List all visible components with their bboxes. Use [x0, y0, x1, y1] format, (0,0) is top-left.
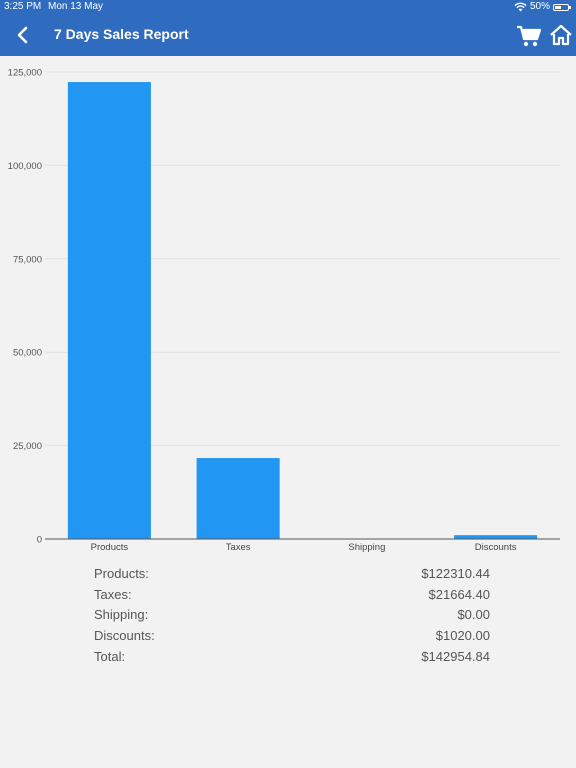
summary-row-total: Total: $142954.84 [94, 648, 490, 669]
summary-value: $1020.00 [435, 628, 490, 644]
bar [196, 458, 280, 539]
y-tick-label: 75,000 [13, 254, 42, 265]
bar [67, 82, 151, 540]
summary-value: $21664.40 [428, 586, 490, 602]
summary-value: $122310.44 [421, 566, 490, 581]
summary-label: Taxes: [94, 586, 132, 602]
cart-icon[interactable] [516, 24, 542, 48]
chart-svg: 0 25,000 50,000 75,000 100,000 125,000 Product… [8, 68, 560, 553]
battery-icon [553, 4, 571, 11]
sales-summary: Products: $122310.44 Taxes: $21664.40 Sh… [94, 565, 490, 668]
summary-row-shipping: Shipping: $0.00 [94, 606, 490, 627]
summary-row-taxes: Taxes: $21664.40 [94, 586, 490, 607]
y-tick-label: 100,000 [8, 161, 42, 172]
y-tick-label: 0 [37, 535, 42, 546]
summary-label: Shipping: [94, 607, 149, 623]
battery-percent: 50% [530, 1, 551, 12]
status-date: Mon 13 May [48, 1, 104, 12]
sales-bar-chart: 0 25,000 50,000 75,000 100,000 125,000 Product… [0, 60, 576, 560]
summary-label: Total: [94, 648, 126, 664]
summary-value: $0.00 [457, 607, 490, 623]
summary-label: Discounts: [94, 628, 155, 644]
y-tick-label: 125,000 [8, 68, 42, 79]
summary-label: Products: [94, 566, 149, 581]
x-tick-label: Products [91, 542, 129, 553]
summary-row-discounts: Discounts: $1020.00 [94, 627, 490, 648]
y-tick-label: 25,000 [13, 441, 42, 452]
x-tick-label: Discounts [475, 542, 517, 553]
status-bar: 3:25 PM Mon 13 May 50% [0, 0, 576, 14]
page-title: 7 Days Sales Report [54, 26, 189, 42]
x-tick-label: Shipping [348, 542, 385, 553]
y-tick-label: 50,000 [13, 348, 42, 359]
bar [454, 535, 538, 539]
home-icon[interactable] [550, 24, 572, 46]
summary-row-products: Products: $122310.44 [94, 565, 490, 586]
chevron-left-icon[interactable] [12, 24, 34, 46]
summary-value: $142954.84 [421, 648, 490, 664]
x-tick-label: Taxes [226, 542, 251, 553]
wifi-icon [514, 2, 527, 12]
status-time: 3:25 PM [4, 1, 42, 12]
nav-bar: 7 Days Sales Report [0, 14, 576, 56]
